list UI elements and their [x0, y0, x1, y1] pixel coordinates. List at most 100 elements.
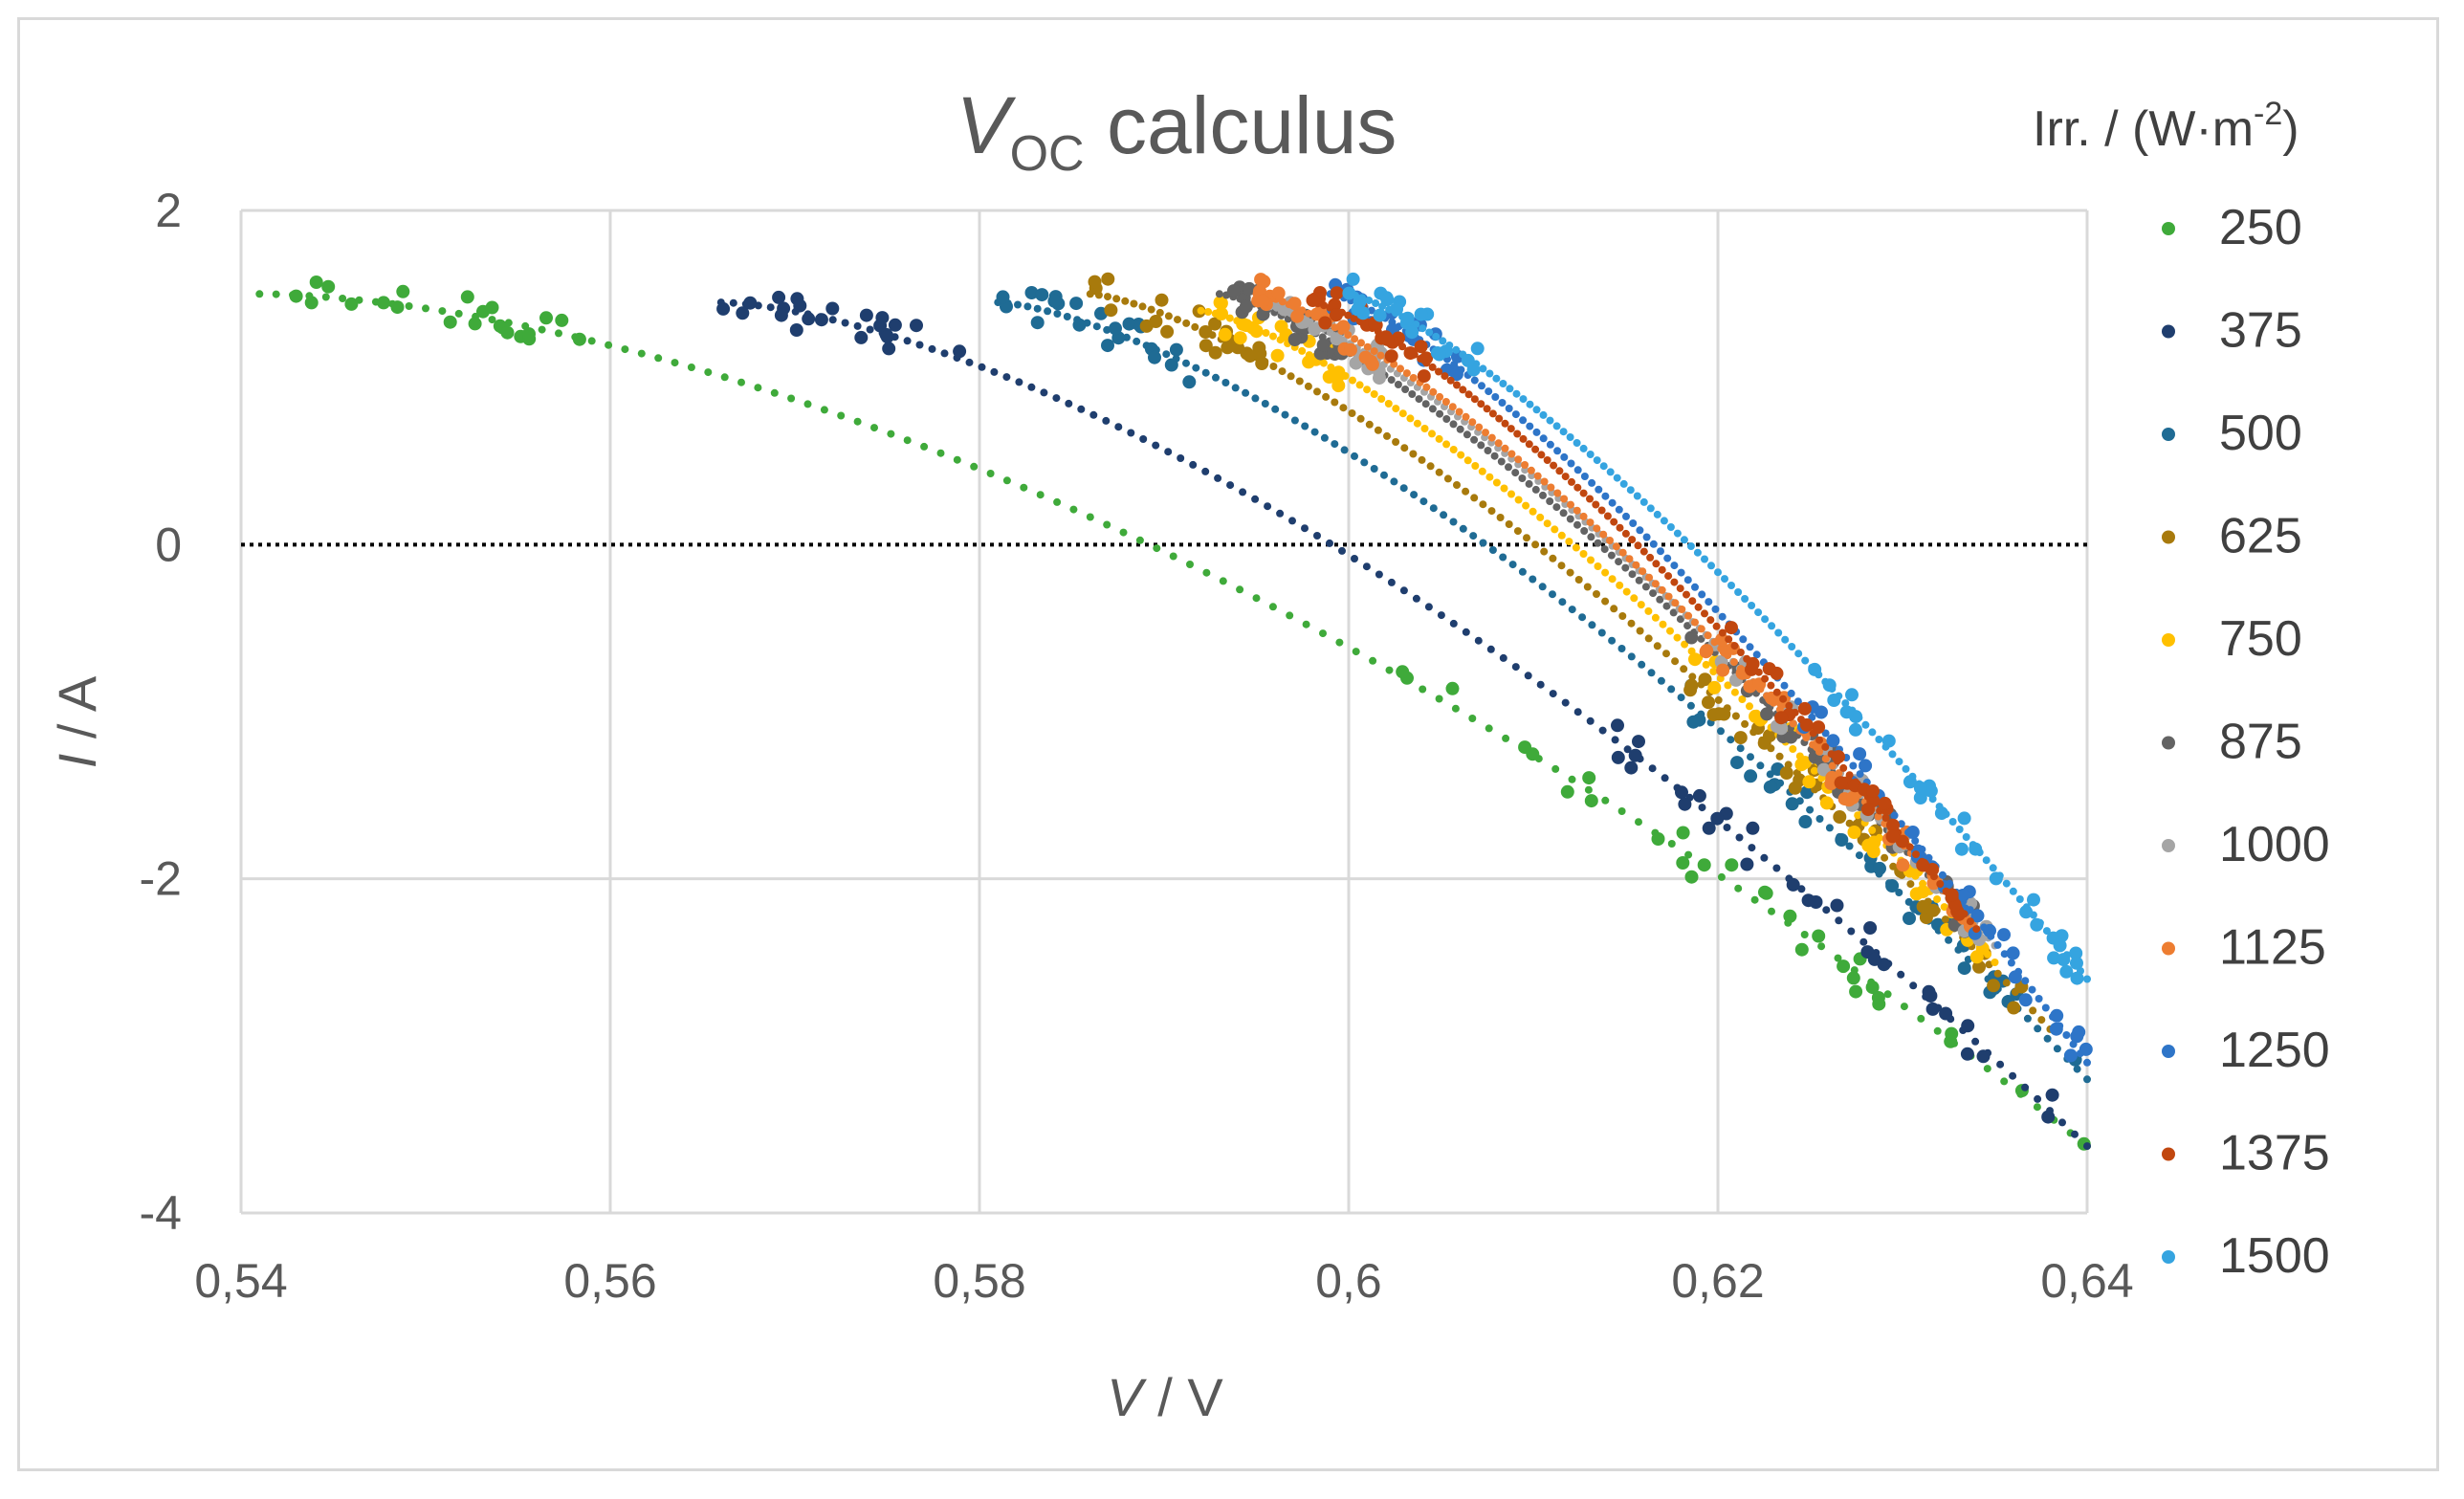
- trend-point: [1586, 495, 1594, 503]
- trend-point: [1522, 501, 1530, 510]
- trend-point: [1815, 736, 1823, 744]
- trend-point: [870, 424, 878, 432]
- trend-point: [1622, 587, 1631, 596]
- trend-point: [1684, 611, 1693, 620]
- measured-point: [1834, 776, 1848, 790]
- trend-point: [1169, 552, 1177, 561]
- trend-point: [1731, 712, 1740, 720]
- measured-point: [1149, 315, 1163, 328]
- x-tick-label: 0,58: [933, 1254, 1025, 1308]
- measured-point: [1802, 775, 1816, 789]
- trend-point: [770, 388, 779, 397]
- trend-point: [1676, 615, 1684, 624]
- trend-point: [1553, 489, 1562, 497]
- legend-marker-625: [2162, 530, 2175, 544]
- trend-point: [1662, 650, 1670, 658]
- y-tick-labels: 2 0 -2 -4: [140, 184, 182, 1240]
- trend-point: [1365, 420, 1374, 429]
- x-tick-label: 0,64: [2040, 1254, 2133, 1308]
- trend-point: [2071, 1130, 2079, 1138]
- trend-point: [1177, 454, 1185, 462]
- measured-point: [485, 300, 499, 315]
- trend-point: [2029, 1006, 2037, 1015]
- trend-point: [1810, 766, 1818, 775]
- trend-point: [1215, 290, 1223, 298]
- trend-point: [1698, 804, 1706, 812]
- trend-point: [1639, 567, 1647, 576]
- trend-point: [1702, 660, 1710, 669]
- trend-point: [1653, 642, 1661, 650]
- trend-point: [1551, 764, 1560, 773]
- trend-point: [1683, 576, 1692, 584]
- measured-point: [1830, 898, 1844, 913]
- trend-point: [1636, 627, 1644, 635]
- legend-label-250: 250: [2219, 200, 2302, 255]
- trend-point: [1636, 526, 1644, 535]
- trend-point: [1553, 447, 1562, 455]
- trend-point: [1453, 381, 1461, 389]
- trend-point: [1189, 460, 1198, 469]
- trend-point: [2042, 927, 2051, 936]
- trend-point: [1478, 382, 1485, 390]
- measured-point: [1866, 784, 1880, 798]
- trend-point: [1400, 444, 1409, 452]
- trend-point: [1532, 406, 1541, 414]
- trend-point: [1162, 350, 1171, 359]
- legend-marker-500: [2162, 428, 2175, 441]
- trend-point: [1789, 745, 1797, 753]
- trend-point: [1653, 510, 1661, 518]
- measured-point: [1749, 709, 1763, 723]
- trend-point: [1881, 814, 1890, 822]
- trend-point: [1069, 505, 1078, 514]
- trend-point: [1649, 540, 1658, 548]
- measured-point: [1270, 348, 1285, 363]
- trend-point: [1451, 704, 1460, 713]
- trend-point: [1552, 422, 1561, 430]
- trend-point: [1514, 455, 1523, 464]
- measured-point: [1702, 695, 1715, 710]
- trend-point: [1822, 906, 1831, 915]
- trend-point: [1651, 613, 1660, 622]
- trend-point: [1806, 805, 1815, 814]
- trend-point: [1734, 884, 1743, 893]
- trend-point: [1948, 818, 1957, 826]
- measured-point: [1905, 826, 1920, 839]
- trend-point: [2058, 1118, 2066, 1127]
- trend-point: [1621, 563, 1630, 572]
- x-tick-label: 0,54: [194, 1254, 287, 1308]
- trend-point: [1730, 688, 1739, 696]
- measured-point: [1866, 845, 1881, 859]
- measured-point: [1969, 842, 1983, 856]
- trend-point: [1468, 715, 1477, 722]
- trend-point: [1436, 409, 1444, 418]
- trend-point: [1514, 496, 1523, 504]
- measured-point: [1706, 708, 1721, 722]
- trend-point: [1718, 612, 1727, 621]
- trend-point: [1628, 570, 1637, 579]
- measured-point: [1784, 730, 1798, 744]
- trend-point: [1633, 492, 1641, 500]
- trend-point: [1204, 308, 1213, 316]
- trend-point: [1488, 546, 1497, 554]
- y-tick-label: 0: [155, 518, 182, 571]
- trend-point: [1895, 758, 1903, 766]
- trend-point: [1738, 695, 1747, 703]
- trend-point: [1962, 833, 1970, 841]
- measured-point: [1853, 747, 1867, 761]
- trend-point: [1750, 895, 1759, 904]
- trend-point: [1625, 555, 1634, 563]
- trend-point: [1644, 606, 1653, 615]
- measured-point: [500, 325, 515, 340]
- trend-point: [2034, 1025, 2042, 1033]
- measured-point: [1808, 662, 1822, 676]
- trend-point: [1704, 631, 1712, 640]
- measured-point: [1684, 678, 1699, 693]
- trend-point: [1121, 297, 1130, 305]
- trend-point: [1608, 575, 1617, 584]
- trend-point: [1706, 616, 1715, 625]
- trend-point: [1339, 404, 1348, 412]
- trend-point: [1611, 736, 1619, 744]
- trend-point: [1298, 346, 1307, 355]
- trend-point: [272, 290, 280, 298]
- trend-point: [1897, 970, 1905, 979]
